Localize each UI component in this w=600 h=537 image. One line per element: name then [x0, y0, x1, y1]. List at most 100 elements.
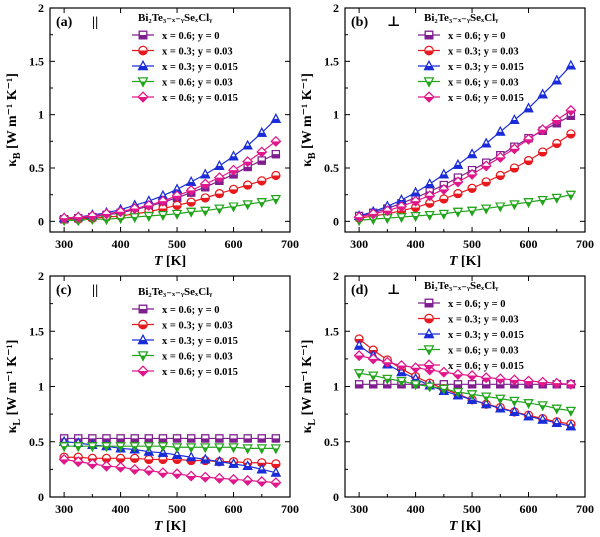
y-tick-label: 0.5 — [324, 435, 339, 449]
data-point-outline — [72, 211, 84, 223]
data-point — [480, 160, 492, 172]
data-point-outline — [171, 449, 183, 459]
panel-c: 300 400 500 600 700 0 0.5 1 1.5 2 T [K] κL [W m⁻¹ K… — [5, 269, 299, 534]
legend-marker — [424, 45, 434, 56]
data-point-outline — [452, 389, 464, 400]
data-point-outline — [495, 402, 506, 413]
y-tick-label: 0 — [38, 490, 44, 504]
x-tick-label: 500 — [168, 502, 186, 516]
data-point — [157, 467, 169, 479]
data-point-outline — [129, 463, 141, 475]
data-point-outline — [270, 194, 281, 205]
data-point-outline — [396, 201, 407, 212]
data-point — [129, 463, 141, 475]
data-point — [171, 443, 183, 454]
data-point-outline — [270, 444, 281, 455]
data-point — [257, 156, 266, 165]
legend-marker — [423, 91, 435, 103]
data-point-outline — [172, 434, 182, 443]
legend-label: x = 0.3; y = 0.03 — [162, 47, 233, 58]
data-point-outline — [410, 212, 421, 222]
legend-marker-outline — [137, 77, 149, 88]
data-point-outline — [509, 200, 520, 211]
data-point — [158, 454, 168, 464]
data-point-outline — [354, 380, 364, 389]
data-point — [200, 193, 210, 203]
data-point — [242, 460, 253, 471]
data-point — [551, 114, 563, 126]
data-point — [257, 176, 267, 186]
data-point-outline — [199, 471, 211, 483]
legend-label: x = 0.6; y = 0.015 — [448, 361, 524, 372]
y-tick-label: 1 — [38, 380, 44, 394]
data-point-outline — [381, 205, 393, 217]
data-point — [523, 133, 534, 145]
data-point-outline — [186, 451, 197, 462]
data-point — [353, 211, 365, 223]
legend-title: Bi₂Te₃₋ₓ₋ᵧSeₓClᵧ — [138, 286, 212, 298]
x-tick-label: 600 — [225, 237, 243, 251]
data-point — [214, 172, 225, 183]
data-point-outline — [116, 434, 125, 443]
legend-marker-outline — [137, 365, 149, 377]
data-point-outline — [73, 442, 84, 452]
data-point-outline — [481, 177, 491, 187]
data-point-outline — [243, 180, 253, 190]
x-tick-label: 300 — [55, 502, 73, 516]
data-point — [242, 200, 253, 211]
data-point — [271, 170, 281, 181]
data-point-outline — [551, 114, 563, 126]
data-point — [480, 372, 492, 384]
data-point — [565, 59, 576, 70]
y-tick-label: 0.5 — [29, 161, 44, 175]
data-point-outline — [157, 447, 169, 457]
legend-label: x = 0.6; y = 0.015 — [162, 93, 238, 104]
data-point-outline — [439, 194, 449, 204]
legend-marker — [137, 334, 149, 345]
data-point — [116, 453, 126, 463]
data-point-outline — [565, 378, 577, 390]
data-point-outline — [115, 442, 126, 452]
data-point — [551, 377, 563, 389]
data-point — [439, 194, 449, 204]
data-point — [453, 189, 463, 199]
data-point-outline — [101, 208, 112, 220]
data-point — [214, 455, 225, 466]
data-point-outline — [353, 211, 365, 223]
data-point-outline — [537, 401, 548, 412]
y-tick-label: 2 — [38, 269, 44, 283]
data-point-outline — [353, 350, 365, 361]
data-point — [186, 443, 197, 454]
data-point — [256, 146, 268, 158]
legend-marker-outline — [138, 45, 148, 56]
data-point-outline — [271, 149, 281, 159]
data-point — [538, 147, 548, 157]
data-point-outline — [480, 160, 492, 172]
data-point — [215, 434, 224, 443]
orientation-symbol-b: ⊥ — [387, 15, 400, 30]
x-tick-label: 700 — [576, 237, 594, 251]
data-point — [466, 390, 478, 401]
data-point-outline — [368, 371, 379, 382]
data-point — [509, 200, 520, 211]
data-point — [424, 382, 435, 393]
data-point — [242, 475, 254, 486]
legend-marker-outline — [424, 313, 434, 324]
data-point-outline — [129, 203, 141, 214]
x-tick-label: 600 — [520, 237, 538, 251]
data-point-outline — [101, 460, 112, 472]
data-point — [523, 375, 534, 387]
data-point — [523, 410, 534, 421]
data-point-outline — [200, 453, 211, 464]
x-tick-label: 700 — [281, 237, 299, 251]
data-point — [256, 476, 268, 487]
data-point-outline — [130, 434, 139, 443]
legend-marker — [137, 365, 149, 377]
data-point-outline — [186, 207, 197, 218]
data-point-outline — [523, 375, 534, 387]
y-tick-label: 1.5 — [29, 54, 44, 68]
panel-d: 300 400 500 600 700 0 0.5 1 1.5 2 T [K] κL [W m⁻¹ K… — [300, 269, 594, 534]
data-point — [424, 178, 435, 188]
data-point — [270, 135, 282, 147]
data-point — [172, 200, 182, 210]
